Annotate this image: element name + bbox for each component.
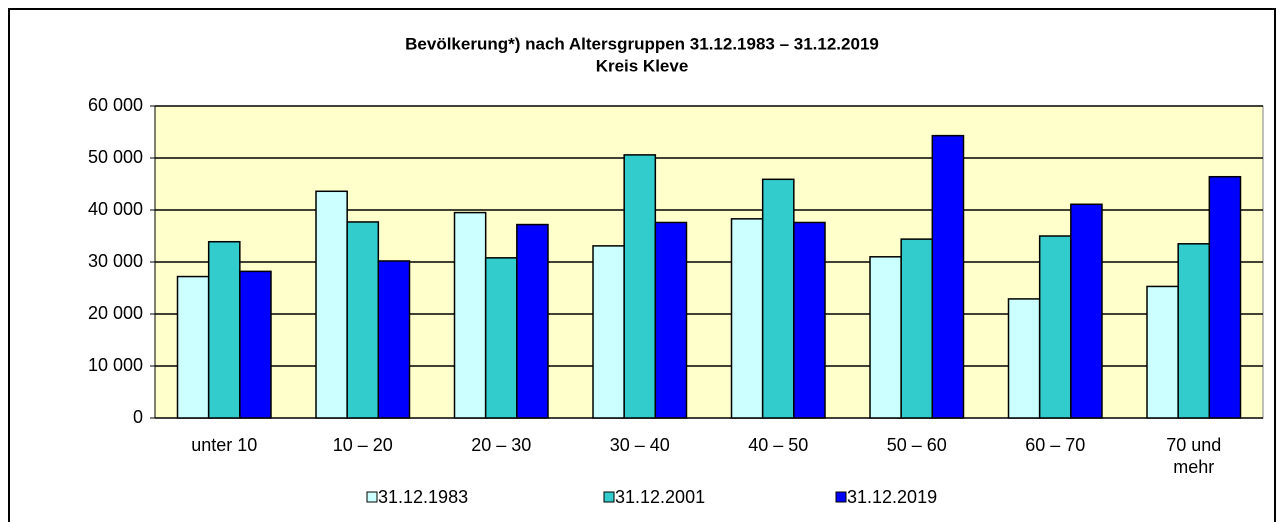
- bar: [1146, 285, 1179, 419]
- x-tick-label: 30 – 40: [609, 435, 670, 455]
- bar: [1208, 175, 1242, 419]
- legend-label: 31.12.2019: [847, 487, 937, 507]
- bar: [315, 190, 348, 419]
- x-tick-label: 20 – 30: [471, 435, 532, 455]
- y-tick-label: 10 000: [88, 355, 143, 375]
- x-tick-label: 70 und mehr: [1166, 435, 1222, 477]
- y-tick-label: 40 000: [88, 199, 143, 219]
- bar: [1070, 203, 1103, 419]
- y-tick-label: 60 000: [88, 95, 143, 115]
- bar: [592, 245, 625, 419]
- legend-swatch: [366, 491, 378, 503]
- bar: [176, 275, 210, 419]
- bar: [654, 221, 688, 419]
- bar: [730, 218, 764, 419]
- bar: [1038, 235, 1072, 419]
- bar: [1007, 298, 1041, 419]
- y-tick-label: 0: [133, 407, 143, 427]
- x-tick-label: 60 – 70: [1025, 435, 1086, 455]
- bar: [900, 238, 934, 419]
- legend-swatch: [603, 491, 615, 503]
- bar: [484, 257, 518, 419]
- bar: [931, 134, 965, 419]
- y-tick-label: 30 000: [88, 251, 143, 271]
- bar: [377, 260, 411, 419]
- bar: [761, 178, 795, 419]
- x-tick-label: unter 10: [191, 435, 258, 455]
- bar: [623, 154, 657, 419]
- bar: [453, 211, 487, 419]
- bar: [1177, 243, 1211, 419]
- bar: [239, 270, 272, 419]
- bar: [793, 221, 826, 419]
- x-tick-label: 40 – 50: [748, 435, 809, 455]
- y-tick-label: 20 000: [88, 303, 143, 323]
- legend-label: 31.12.1983: [378, 487, 468, 507]
- y-tick-label: 50 000: [88, 147, 143, 167]
- legend-label: 31.12.2001: [615, 487, 705, 507]
- chart-subtitle: Kreis Kleve: [596, 56, 689, 75]
- bar: [346, 221, 380, 419]
- x-tick-label: 10 – 20: [332, 435, 393, 455]
- bar: [207, 240, 241, 419]
- bar: [516, 223, 549, 419]
- x-tick-label: 50 – 60: [886, 435, 947, 455]
- chart-title: Bevölkerung*) nach Altersgruppen 31.12.1…: [405, 34, 879, 53]
- bar: [869, 256, 902, 419]
- legend-swatch: [835, 491, 847, 503]
